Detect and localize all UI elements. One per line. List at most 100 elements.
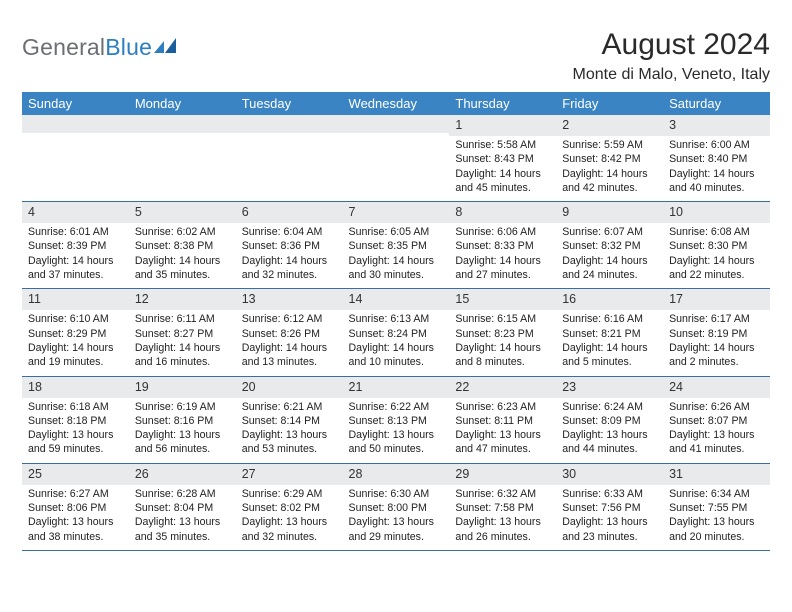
day-number: 10 [663,202,770,223]
weekday-header: Sunday [22,92,129,115]
calendar-cell-empty [343,115,450,202]
daylight-line: Daylight: 14 hours and 35 minutes. [135,254,230,283]
sunset-line: Sunset: 8:38 PM [135,239,230,253]
calendar-cell: 3Sunrise: 6:00 AMSunset: 8:40 PMDaylight… [663,115,770,202]
calendar-body: 1Sunrise: 5:58 AMSunset: 8:43 PMDaylight… [22,115,770,550]
calendar-cell-empty [129,115,236,202]
day-number: 21 [343,377,450,398]
daylight-line: Daylight: 14 hours and 37 minutes. [28,254,123,283]
sunrise-line: Sunrise: 6:28 AM [135,487,230,501]
daylight-line: Daylight: 13 hours and 20 minutes. [669,515,764,544]
day-details: Sunrise: 6:06 AMSunset: 8:33 PMDaylight:… [449,223,556,288]
calendar-cell: 12Sunrise: 6:11 AMSunset: 8:27 PMDayligh… [129,289,236,376]
calendar-cell: 21Sunrise: 6:22 AMSunset: 8:13 PMDayligh… [343,376,450,463]
day-number [22,115,129,133]
sunset-line: Sunset: 7:56 PM [562,501,657,515]
sunset-line: Sunset: 8:39 PM [28,239,123,253]
calendar-cell: 16Sunrise: 6:16 AMSunset: 8:21 PMDayligh… [556,289,663,376]
sunset-line: Sunset: 8:18 PM [28,414,123,428]
sunrise-line: Sunrise: 6:13 AM [349,312,444,326]
day-number [129,115,236,133]
weekday-header: Monday [129,92,236,115]
day-number: 17 [663,289,770,310]
calendar-cell: 9Sunrise: 6:07 AMSunset: 8:32 PMDaylight… [556,202,663,289]
daylight-line: Daylight: 14 hours and 22 minutes. [669,254,764,283]
calendar-cell: 19Sunrise: 6:19 AMSunset: 8:16 PMDayligh… [129,376,236,463]
calendar-cell: 17Sunrise: 6:17 AMSunset: 8:19 PMDayligh… [663,289,770,376]
day-number: 14 [343,289,450,310]
calendar-cell: 15Sunrise: 6:15 AMSunset: 8:23 PMDayligh… [449,289,556,376]
sunset-line: Sunset: 8:30 PM [669,239,764,253]
sunrise-line: Sunrise: 6:02 AM [135,225,230,239]
sunset-line: Sunset: 8:07 PM [669,414,764,428]
sunrise-line: Sunrise: 6:06 AM [455,225,550,239]
sunset-line: Sunset: 8:09 PM [562,414,657,428]
day-number: 26 [129,464,236,485]
sunrise-line: Sunrise: 6:15 AM [455,312,550,326]
daylight-line: Daylight: 13 hours and 53 minutes. [242,428,337,457]
sunset-line: Sunset: 8:35 PM [349,239,444,253]
sunset-line: Sunset: 8:36 PM [242,239,337,253]
sunset-line: Sunset: 8:32 PM [562,239,657,253]
day-number: 24 [663,377,770,398]
calendar-cell: 31Sunrise: 6:34 AMSunset: 7:55 PMDayligh… [663,463,770,550]
day-number: 19 [129,377,236,398]
day-number: 4 [22,202,129,223]
daylight-line: Daylight: 14 hours and 13 minutes. [242,341,337,370]
sunset-line: Sunset: 8:04 PM [135,501,230,515]
daylight-line: Daylight: 14 hours and 8 minutes. [455,341,550,370]
day-number: 29 [449,464,556,485]
calendar-head: SundayMondayTuesdayWednesdayThursdayFrid… [22,92,770,115]
day-details: Sunrise: 6:24 AMSunset: 8:09 PMDaylight:… [556,398,663,463]
sunset-line: Sunset: 8:19 PM [669,327,764,341]
day-number: 20 [236,377,343,398]
calendar-cell: 4Sunrise: 6:01 AMSunset: 8:39 PMDaylight… [22,202,129,289]
day-details: Sunrise: 6:15 AMSunset: 8:23 PMDaylight:… [449,310,556,375]
sunrise-line: Sunrise: 6:19 AM [135,400,230,414]
calendar-cell: 8Sunrise: 6:06 AMSunset: 8:33 PMDaylight… [449,202,556,289]
daylight-line: Daylight: 14 hours and 27 minutes. [455,254,550,283]
day-number: 15 [449,289,556,310]
calendar-row: 11Sunrise: 6:10 AMSunset: 8:29 PMDayligh… [22,289,770,376]
sunrise-line: Sunrise: 5:58 AM [455,138,550,152]
day-number: 3 [663,115,770,136]
day-details: Sunrise: 6:01 AMSunset: 8:39 PMDaylight:… [22,223,129,288]
day-details: Sunrise: 6:19 AMSunset: 8:16 PMDaylight:… [129,398,236,463]
sunrise-line: Sunrise: 6:33 AM [562,487,657,501]
calendar-cell: 2Sunrise: 5:59 AMSunset: 8:42 PMDaylight… [556,115,663,202]
calendar-page: GeneralBlue August 2024 Monte di Malo, V… [0,0,792,561]
day-details: Sunrise: 6:27 AMSunset: 8:06 PMDaylight:… [22,485,129,550]
calendar-cell: 22Sunrise: 6:23 AMSunset: 8:11 PMDayligh… [449,376,556,463]
daylight-line: Daylight: 13 hours and 35 minutes. [135,515,230,544]
sunset-line: Sunset: 8:40 PM [669,152,764,166]
day-details: Sunrise: 5:58 AMSunset: 8:43 PMDaylight:… [449,136,556,201]
sunset-line: Sunset: 8:02 PM [242,501,337,515]
sunrise-line: Sunrise: 6:12 AM [242,312,337,326]
calendar-cell: 20Sunrise: 6:21 AMSunset: 8:14 PMDayligh… [236,376,343,463]
day-details: Sunrise: 6:26 AMSunset: 8:07 PMDaylight:… [663,398,770,463]
calendar-cell-empty [236,115,343,202]
daylight-line: Daylight: 14 hours and 10 minutes. [349,341,444,370]
calendar-cell: 7Sunrise: 6:05 AMSunset: 8:35 PMDaylight… [343,202,450,289]
calendar-cell: 10Sunrise: 6:08 AMSunset: 8:30 PMDayligh… [663,202,770,289]
calendar-table: SundayMondayTuesdayWednesdayThursdayFrid… [22,92,770,551]
day-details: Sunrise: 6:13 AMSunset: 8:24 PMDaylight:… [343,310,450,375]
calendar-cell: 24Sunrise: 6:26 AMSunset: 8:07 PMDayligh… [663,376,770,463]
month-title: August 2024 [573,28,770,62]
sunset-line: Sunset: 8:16 PM [135,414,230,428]
brand-mark-icon [154,34,180,61]
day-number: 12 [129,289,236,310]
day-details: Sunrise: 6:32 AMSunset: 7:58 PMDaylight:… [449,485,556,550]
day-number: 6 [236,202,343,223]
day-number: 31 [663,464,770,485]
daylight-line: Daylight: 13 hours and 23 minutes. [562,515,657,544]
day-details: Sunrise: 6:33 AMSunset: 7:56 PMDaylight:… [556,485,663,550]
day-number: 23 [556,377,663,398]
calendar-cell: 13Sunrise: 6:12 AMSunset: 8:26 PMDayligh… [236,289,343,376]
daylight-line: Daylight: 14 hours and 32 minutes. [242,254,337,283]
calendar-cell: 23Sunrise: 6:24 AMSunset: 8:09 PMDayligh… [556,376,663,463]
day-number: 27 [236,464,343,485]
day-number: 30 [556,464,663,485]
sunset-line: Sunset: 8:21 PM [562,327,657,341]
daylight-line: Daylight: 13 hours and 29 minutes. [349,515,444,544]
